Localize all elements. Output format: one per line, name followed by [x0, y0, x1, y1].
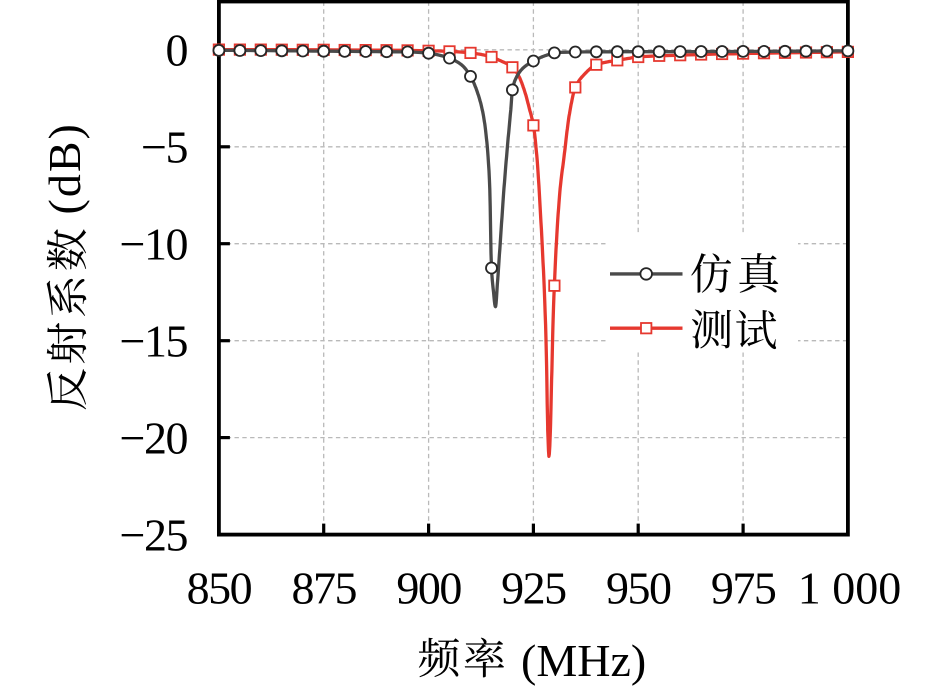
svg-text:950: 950 — [606, 563, 671, 614]
svg-text:975: 975 — [711, 563, 776, 614]
svg-text:850: 850 — [187, 563, 252, 614]
svg-text:0: 0 — [166, 25, 188, 76]
svg-text:875: 875 — [291, 563, 356, 614]
svg-text:1 000: 1 000 — [798, 563, 902, 614]
svg-text:(dB): (dB) — [39, 122, 90, 214]
svg-text:(MHz): (MHz) — [521, 635, 646, 686]
svg-text:925: 925 — [501, 563, 566, 614]
svg-text:900: 900 — [396, 563, 461, 614]
svg-text:−10: −10 — [120, 219, 188, 270]
svg-text:−20: −20 — [120, 412, 188, 463]
svg-text:−5: −5 — [141, 122, 187, 173]
svg-text:−15: −15 — [120, 316, 188, 367]
svg-text:−25: −25 — [120, 509, 188, 560]
